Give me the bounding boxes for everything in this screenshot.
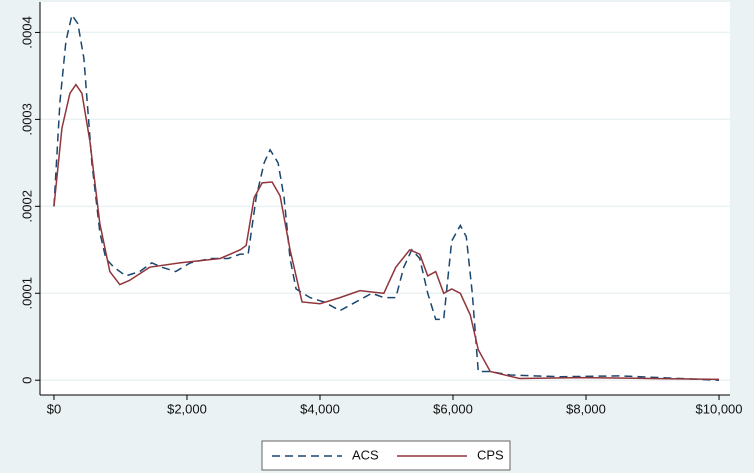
x-tick-label: $8,000: [566, 401, 606, 416]
y-tick-label: .0003: [19, 103, 34, 136]
line: [53, 83, 720, 381]
legend-label: ACS: [352, 447, 379, 462]
x-tick-label: $10,000: [696, 401, 743, 416]
x-tick-label: $4,000: [300, 401, 340, 416]
y-tick-label: .0002: [19, 190, 34, 223]
y-tick-label: .0004: [19, 16, 34, 49]
line: [53, 13, 720, 381]
x-tick-label: $0: [47, 401, 61, 416]
plot-area: [40, 2, 730, 395]
x-tick-label: $6,000: [433, 401, 473, 416]
y-tick-label: 0: [19, 377, 34, 384]
y-tick-label: .0001: [19, 277, 34, 310]
legend-label: CPS: [477, 447, 504, 462]
x-tick-label: $2,000: [167, 401, 207, 416]
